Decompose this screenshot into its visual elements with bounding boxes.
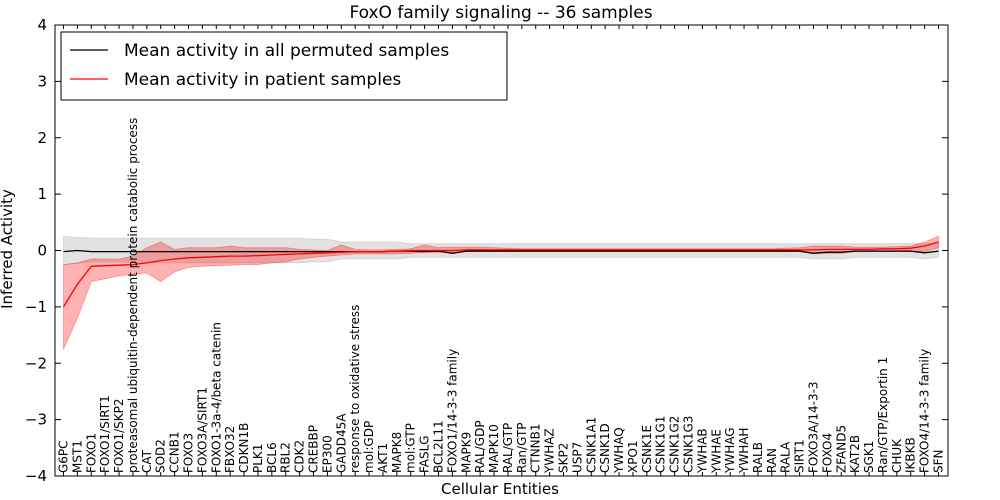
legend-label: Mean activity in all permuted samples xyxy=(124,41,449,61)
x-tick-label: YWHAE xyxy=(709,429,723,474)
x-tick-label: FOXO4 xyxy=(820,433,834,473)
x-tick-label: GADD45A xyxy=(334,413,348,473)
x-tick-label: AKT1 xyxy=(376,443,390,473)
x-tick-label: G6PC xyxy=(57,440,71,473)
x-tick-label: CSNK1G3 xyxy=(682,416,696,473)
line-patient xyxy=(62,241,939,308)
x-tick-label: USP7 xyxy=(570,442,584,473)
x-tick-label: YWHAZ xyxy=(543,428,557,474)
x-tick-label: MAPK10 xyxy=(487,424,501,473)
x-tick-label: FOXO3A/14-3-3 xyxy=(807,381,821,473)
x-tick-label: BCL2L11 xyxy=(432,420,446,473)
x-axis-ticks: G6PC MST1 FOXO1 FOXO1/SIRT1 FOXO1/SKP2 protea… xyxy=(57,25,946,476)
x-tick-label: FOXO3A/SIRT1 xyxy=(195,387,209,473)
x-tick-label: Ran/GTP/Exportin 1 xyxy=(876,357,890,473)
x-tick-label: SGK1 xyxy=(862,441,876,473)
x-tick-label: RALB xyxy=(751,442,765,473)
x-tick-label: FOXO1-3a-4/beta catenin xyxy=(209,322,223,473)
x-tick-label: CAT xyxy=(140,449,154,473)
y-tick-label: −4 xyxy=(25,467,47,485)
legend: Mean activity in all permuted samples Mea… xyxy=(60,31,508,101)
x-tick-label: MAPK9 xyxy=(459,432,473,473)
y-tick-label: 2 xyxy=(37,129,47,147)
x-tick-label: RBL2 xyxy=(279,442,293,473)
x-tick-label: CCNB1 xyxy=(168,431,182,473)
x-tick-label: IKBKB xyxy=(904,437,918,473)
x-tick-label: ZFAND5 xyxy=(834,425,848,473)
x-tick-label: FOXO1/SKP2 xyxy=(112,398,126,473)
y-tick-label: −2 xyxy=(25,354,47,372)
x-tick-label: SOD2 xyxy=(154,439,168,473)
chart-title: FoxO family signaling -- 36 samples xyxy=(349,3,652,23)
y-axis-ticks: −4 −3 −2 −1 0 1 2 3 4 xyxy=(25,16,948,485)
x-tick-label: FOXO1 xyxy=(84,433,98,473)
legend-box xyxy=(60,31,508,101)
x-tick-label: CSNK1E xyxy=(640,425,654,473)
x-tick-label: response to oxidative stress xyxy=(348,305,362,473)
x-tick-label: PLK1 xyxy=(251,444,265,473)
x-tick-label: mol:GDP xyxy=(362,421,376,473)
x-tick-label: YWHAG xyxy=(723,427,737,474)
x-tick-label: CTNNB1 xyxy=(529,423,543,473)
x-tick-label: SIRT1 xyxy=(793,439,807,473)
x-tick-label: CSNK1G2 xyxy=(668,416,682,473)
x-tick-label: CDKN1B xyxy=(237,423,251,473)
y-tick-label: 0 xyxy=(37,242,47,260)
x-tick-label: FOXO1/SIRT1 xyxy=(98,395,112,473)
x-tick-label: FOXO1/14-3-3 family xyxy=(445,349,459,473)
y-tick-label: −3 xyxy=(25,411,47,429)
x-tick-label: RAL/GTP xyxy=(501,423,515,473)
plot-frame xyxy=(54,24,949,477)
x-tick-label: FOXO3 xyxy=(182,433,196,473)
legend-label: Mean activity in patient samples xyxy=(124,70,401,90)
x-tick-label: YWHAB xyxy=(695,428,709,474)
x-tick-label: proteasomal ubiquitin-dependent protein … xyxy=(126,118,140,473)
x-tick-label: CSNK1G1 xyxy=(654,416,668,473)
series-lines xyxy=(62,241,939,308)
y-tick-label: 1 xyxy=(37,185,47,203)
y-tick-label: −1 xyxy=(25,298,47,316)
x-tick-label: RALA xyxy=(779,441,793,473)
x-tick-label: KAT2B xyxy=(848,435,862,473)
x-tick-label: CHUK xyxy=(890,438,904,473)
x-tick-label: YWHAH xyxy=(737,428,751,474)
line-permuted xyxy=(63,249,939,254)
x-axis-label: Cellular Entities xyxy=(441,480,559,498)
x-tick-label: MST1 xyxy=(70,440,84,473)
y-tick-label: 3 xyxy=(37,72,47,90)
x-tick-label: SKP2 xyxy=(557,443,571,473)
x-tick-label: RAL/GDP xyxy=(473,420,487,473)
band-patient xyxy=(63,235,939,350)
y-axis-label: Inferred Activity xyxy=(0,189,16,309)
x-tick-label: BCL6 xyxy=(265,442,279,473)
x-tick-label: FOXO4/14-3-3 family xyxy=(918,349,932,473)
x-tick-label: mol:GTP xyxy=(404,423,418,473)
x-tick-label: YWHAQ xyxy=(612,427,626,474)
x-tick-label: RAN xyxy=(765,448,779,473)
confidence-bands xyxy=(63,235,939,350)
x-tick-label: CREBBP xyxy=(307,425,321,473)
x-tick-label: CSNK1D xyxy=(598,423,612,473)
x-tick-label: Ran/GTP xyxy=(515,422,529,473)
x-tick-label: EP300 xyxy=(320,435,334,473)
x-tick-label: FASLG xyxy=(418,435,432,473)
x-tick-label: FBXO32 xyxy=(223,426,237,473)
y-tick-label: 4 xyxy=(37,16,47,34)
x-tick-label: SFN xyxy=(932,450,946,474)
x-tick-label: MAPK8 xyxy=(390,432,404,473)
x-tick-label: XPO1 xyxy=(626,440,640,473)
x-tick-label: CSNK1A1 xyxy=(584,417,598,473)
x-tick-label: CDK2 xyxy=(293,440,307,473)
